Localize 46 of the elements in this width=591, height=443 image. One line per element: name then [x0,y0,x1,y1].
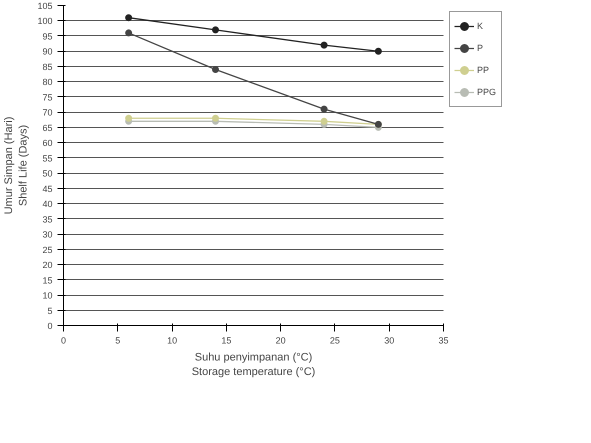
y-tick-label: 25 [42,244,53,255]
legend-label: PP [477,65,490,75]
y-tick-label: 100 [37,16,53,26]
point [125,14,132,22]
y-tick-label: 80 [42,77,53,88]
y-tick-label: 50 [42,168,53,179]
y-tick-label: 105 [37,1,53,11]
y-tick-label: 40 [42,199,53,210]
x-tick-label: 5 [115,336,120,346]
point [374,48,382,55]
point [320,106,328,113]
legend-label: P [477,43,484,53]
y-tick-label: 70 [42,108,53,118]
y-tick-label: 10 [42,290,53,301]
y-tick-label: 45 [42,184,53,194]
y-tick-label: 55 [42,153,53,164]
point [320,118,328,125]
point [212,114,219,122]
x-tick-label: 15 [221,336,232,346]
y-tick-label: 15 [42,275,53,286]
y-tick-label: 75 [42,92,53,102]
legend-label: K [477,21,484,31]
point [212,66,219,73]
y-tick-label: 60 [42,138,53,148]
y-tick-label: 85 [42,62,53,72]
y-tick-label: 35 [42,214,53,224]
x-tick-label: 10 [167,336,178,346]
point [125,29,132,36]
y-tick-label: 95 [42,31,53,42]
y-tick-label: 5 [47,306,53,316]
y-axis-title: Umur Simpan (Hari) Shelf Life (Days) [3,116,30,214]
point [125,114,132,122]
point [212,26,219,34]
x-tick-label: 20 [276,336,286,346]
y-tick-label: 0 [47,321,53,331]
x-tick-label: 0 [60,336,66,346]
point [320,42,328,49]
x-tick-label: 25 [330,336,340,346]
x-tick-label: 35 [438,336,449,346]
legend-label: PPG [477,87,497,97]
x-tick-label: 30 [384,336,394,346]
y-tick-label: 30 [42,230,53,240]
y-tick-label: 65 [42,122,53,133]
x-axis-title: Suhu penyimpanan (°C) Storage temperature (°C) [192,352,316,378]
y-tick-label: 20 [42,260,53,270]
y-tick-label: 90 [42,46,53,57]
